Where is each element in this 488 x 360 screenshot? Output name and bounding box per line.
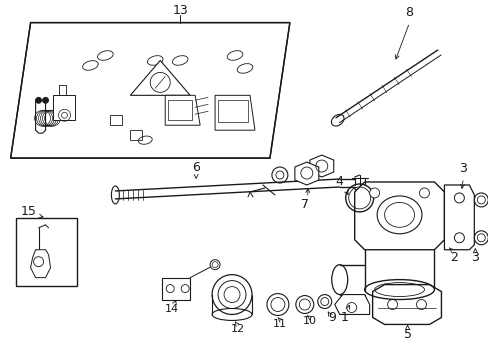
Text: 3: 3 [459,162,467,175]
Circle shape [36,97,41,103]
Text: 3: 3 [470,251,478,264]
Polygon shape [215,95,254,130]
Polygon shape [354,182,444,250]
Circle shape [369,188,379,198]
Polygon shape [165,95,200,125]
Bar [130,130,142,140]
Bar [162,278,190,300]
Text: 2: 2 [449,251,457,264]
Text: 6: 6 [192,161,200,174]
Text: 15: 15 [20,205,37,219]
Text: 13: 13 [172,4,188,17]
Polygon shape [52,95,75,120]
Polygon shape [294,162,318,185]
Text: 10: 10 [302,316,316,327]
Bar [16,218,77,285]
Text: 8: 8 [405,6,413,19]
Polygon shape [334,294,369,315]
Bar [168,100,192,120]
Text: 7: 7 [300,198,308,211]
Polygon shape [31,250,50,278]
Text: 12: 12 [230,324,244,334]
Circle shape [210,260,220,270]
Polygon shape [372,285,441,324]
Text: 4: 4 [335,175,343,189]
Polygon shape [309,155,333,177]
Bar [218,100,247,122]
Text: 5: 5 [403,328,411,341]
Text: 9: 9 [327,311,335,324]
Polygon shape [130,60,190,95]
Text: 14: 14 [165,305,179,315]
Text: 11: 11 [272,319,286,329]
Circle shape [42,97,48,103]
Bar [110,115,122,125]
Polygon shape [444,185,473,250]
Polygon shape [11,23,289,158]
Circle shape [419,188,428,198]
Text: 1: 1 [340,311,348,324]
